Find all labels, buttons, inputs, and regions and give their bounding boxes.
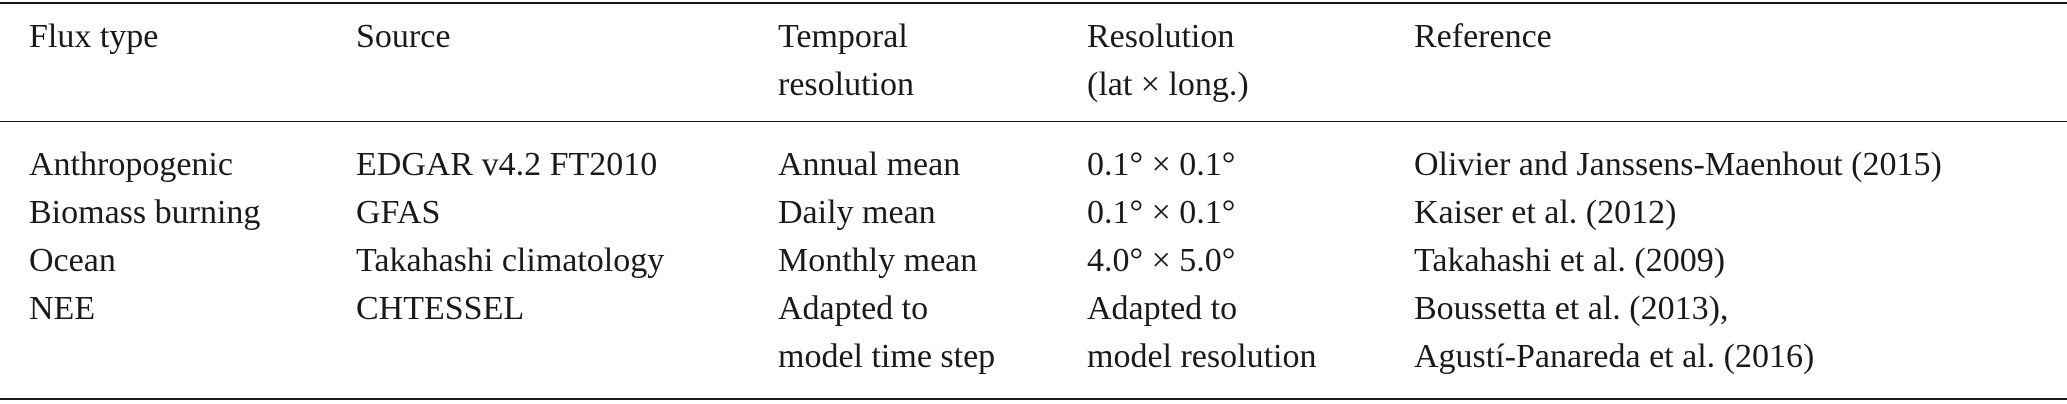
cell: EDGAR v4.2 FT2010 [356, 146, 658, 183]
cell: 0.1° × 0.1° [1087, 194, 1236, 231]
cell: Boussetta et al. (2013), [1414, 290, 1729, 327]
cell: 4.0° × 5.0° [1087, 242, 1236, 279]
cell: Adapted to [778, 290, 929, 327]
cell: Monthly mean [778, 242, 978, 279]
cell: CHTESSEL [356, 290, 525, 327]
cell: Agustí-Panareda et al. (2016) [1414, 338, 1815, 375]
cell: Biomass burning [29, 194, 261, 231]
cell: Takahashi climatology [356, 242, 665, 279]
cell: NEE [29, 290, 96, 327]
header-cell: resolution [778, 66, 914, 103]
header-cell: Reference [1414, 18, 1552, 55]
cell: Kaiser et al. (2012) [1414, 194, 1677, 231]
cell: model resolution [1087, 338, 1317, 375]
header-cell: Flux type [29, 18, 159, 55]
header-cell: (lat × long.) [1087, 66, 1249, 103]
cell: Olivier and Janssens-Maenhout (2015) [1414, 146, 1942, 183]
cell: Daily mean [778, 194, 936, 231]
bottom-rule [0, 398, 2067, 400]
top-rule [0, 2, 2067, 4]
cell: Takahashi et al. (2009) [1414, 242, 1726, 279]
cell: Annual mean [778, 146, 961, 183]
cell: Anthropogenic [29, 146, 233, 183]
header-rule [0, 121, 2067, 122]
cell: Adapted to [1087, 290, 1238, 327]
header-cell: Resolution [1087, 18, 1235, 55]
cell: model time step [778, 338, 996, 375]
cell: Ocean [29, 242, 116, 279]
header-cell: Temporal [778, 18, 908, 55]
cell: GFAS [356, 194, 441, 231]
cell: 0.1° × 0.1° [1087, 146, 1236, 183]
header-cell: Source [356, 18, 451, 55]
